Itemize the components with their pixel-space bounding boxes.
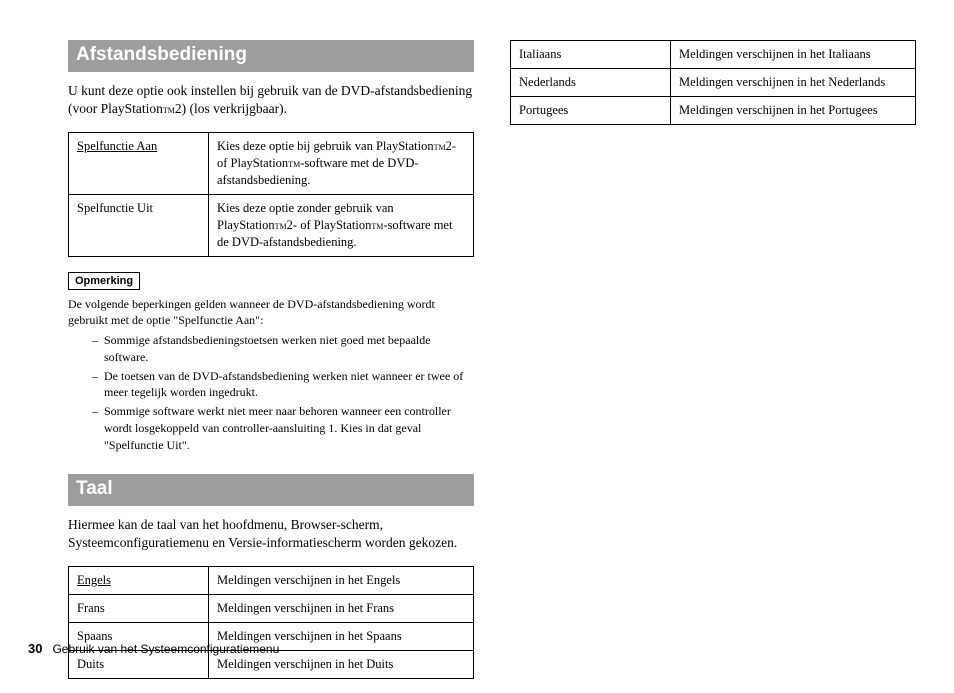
section-heading-taal: Taal <box>68 474 474 506</box>
table-row: Frans Meldingen verschijnen in het Frans <box>69 594 474 622</box>
spelfunctie-table: Spelfunctie Aan Kies deze optie bij gebr… <box>68 132 474 256</box>
cell-key: Nederlands <box>511 68 671 96</box>
cell-val: Meldingen verschijnen in het Frans <box>209 594 474 622</box>
table-row: Portugees Meldingen verschijnen in het P… <box>511 96 916 124</box>
list-item: –De toetsen van de DVD-afstandsbediening… <box>92 368 474 402</box>
footer-text: Gebruik van het Systeemconfiguratiemenu <box>52 642 279 656</box>
cell-key: Portugees <box>511 96 671 124</box>
text: Spelfunctie Aan <box>77 139 157 153</box>
cell-val: Kies deze optie bij gebruik van PlayStat… <box>209 133 474 195</box>
note-label: Opmerking <box>68 272 140 290</box>
table-row: Italiaans Meldingen verschijnen in het I… <box>511 41 916 69</box>
cell-val: Meldingen verschijnen in het Engels <box>209 567 474 595</box>
text: Engels <box>77 573 111 587</box>
cell-key: Italiaans <box>511 41 671 69</box>
table-row: Spelfunctie Aan Kies deze optie bij gebr… <box>69 133 474 195</box>
bullet-dash: – <box>92 368 104 402</box>
bullet-dash: – <box>92 332 104 366</box>
cell-key: Engels <box>69 567 209 595</box>
list-item: –Sommige software werkt niet meer naar b… <box>92 403 474 453</box>
taal-table-left: Engels Meldingen verschijnen in het Enge… <box>68 566 474 679</box>
cell-key: Frans <box>69 594 209 622</box>
table-row: Spelfunctie Uit Kies deze optie zonder g… <box>69 195 474 257</box>
section-heading-afstandsbediening: Afstandsbediening <box>68 40 474 72</box>
table-row: Nederlands Meldingen verschijnen in het … <box>511 68 916 96</box>
cell-val: Kies deze optie zonder gebruik van PlayS… <box>209 195 474 257</box>
cell-val: Meldingen verschijnen in het Nederlands <box>671 68 916 96</box>
list-item: –Sommige afstandsbedieningstoetsen werke… <box>92 332 474 366</box>
text: De toetsen van de DVD-afstandsbediening … <box>104 368 474 402</box>
section2-intro: Hiermee kan de taal van het hoofdmenu, B… <box>68 516 474 552</box>
trademark: TM <box>371 222 383 231</box>
text: Sommige software werkt niet meer naar be… <box>104 403 474 453</box>
note-bullets: –Sommige afstandsbedieningstoetsen werke… <box>68 332 474 454</box>
page-footer: 30 Gebruik van het Systeemconfiguratiemen… <box>28 641 279 656</box>
trademark: TM <box>434 143 446 152</box>
trademark: TM <box>288 160 300 169</box>
section1-intro: U kunt deze optie ook instellen bij gebr… <box>68 82 474 118</box>
cell-key: Spelfunctie Aan <box>69 133 209 195</box>
left-column: Afstandsbediening U kunt deze optie ook … <box>68 40 474 693</box>
page-number: 30 <box>28 641 42 656</box>
note-text: De volgende beperkingen gelden wanneer d… <box>68 296 474 328</box>
cell-val: Meldingen verschijnen in het Italiaans <box>671 41 916 69</box>
table-row: Engels Meldingen verschijnen in het Enge… <box>69 567 474 595</box>
text: Kies deze optie bij gebruik van PlayStat… <box>217 139 434 153</box>
cell-key: Spelfunctie Uit <box>69 195 209 257</box>
right-column: Italiaans Meldingen verschijnen in het I… <box>510 40 916 693</box>
trademark: TM <box>163 106 175 115</box>
trademark: TM <box>275 222 287 231</box>
cell-val: Meldingen verschijnen in het Portugees <box>671 96 916 124</box>
text: 2- of PlayStation <box>287 218 372 232</box>
text: 2) (los verkrijgbaar). <box>175 101 287 116</box>
bullet-dash: – <box>92 403 104 453</box>
text: Sommige afstandsbedieningstoetsen werken… <box>104 332 474 366</box>
taal-table-right: Italiaans Meldingen verschijnen in het I… <box>510 40 916 125</box>
